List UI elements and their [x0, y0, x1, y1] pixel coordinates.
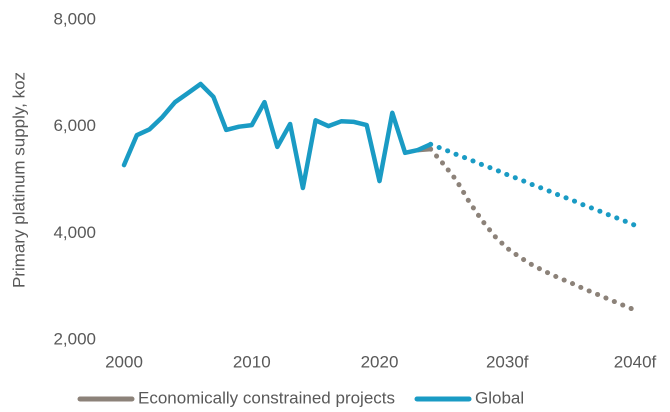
y-tick-label: 8,000 [53, 9, 96, 28]
y-tick-label: 6,000 [53, 116, 96, 135]
y-tick-label: 4,000 [53, 223, 96, 242]
y-tick-label: 2,000 [53, 329, 96, 348]
x-tick-label: 2030f [486, 352, 529, 371]
forecast-line [428, 141, 638, 228]
line [121, 81, 433, 191]
y-axis-label: Primary platinum supply, koz [9, 72, 28, 288]
legend-label: Economically constrained projects [138, 388, 395, 407]
x-tick-label: 2040f [614, 352, 657, 371]
x-tick-label: 2010 [233, 352, 271, 371]
legend-label: Global [475, 388, 524, 407]
forecast-line [428, 146, 638, 313]
x-tick-label: 2020 [361, 352, 399, 371]
x-tick-label: 2000 [105, 352, 143, 371]
